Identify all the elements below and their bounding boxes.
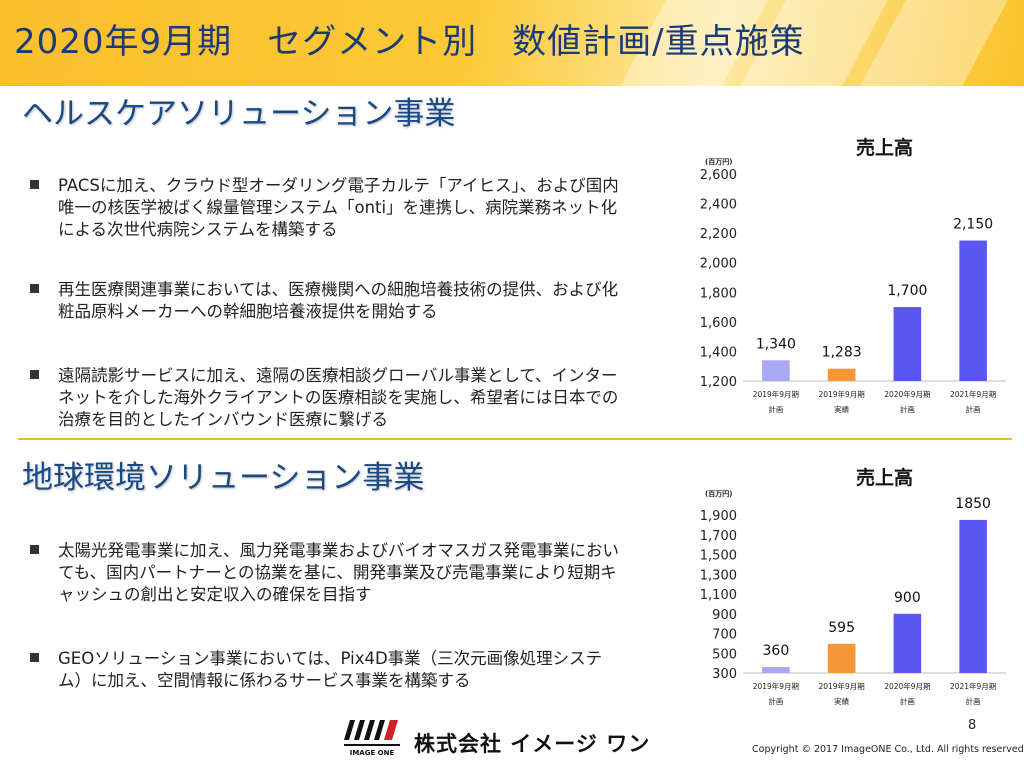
y-tick-label: 1,300	[700, 568, 737, 583]
environment-sales-chart: 売上高 (百万円) 300 500 700 900 1,100 1,300 1,500 1,700…	[660, 460, 1020, 720]
copyright-text: Copyright © 2017 ImageONE Co., Ltd. All …	[752, 744, 1024, 755]
y-tick-label: 900	[712, 608, 737, 623]
y-tick-label: 2,000	[700, 257, 737, 272]
x-tick-sublabel: 計画	[966, 404, 981, 414]
y-tick-label: 2,400	[700, 198, 737, 213]
x-tick-sublabel: 実績	[834, 696, 849, 706]
x-tick-sublabel: 計画	[768, 696, 783, 706]
healthcare-bullet-3: 遠隔読影サービスに加え、遠隔の医療相談グローバル事業として、インターネットを介し…	[30, 365, 620, 431]
x-tick-label: 2020年9月期	[884, 389, 930, 399]
x-tick-sublabel: 計画	[768, 404, 783, 414]
company-name: 株式会社 イメージ ワン	[414, 732, 651, 756]
x-tick-label: 2021年9月期	[950, 681, 996, 691]
page-number: 8	[968, 718, 977, 733]
bar	[893, 307, 922, 381]
title-banner: 2020年9月期 セグメント別 数値計画/重点施策	[0, 0, 1024, 86]
y-tick-label: 1,600	[700, 316, 737, 331]
bar-value-label: 1,340	[756, 336, 796, 352]
bar	[762, 360, 790, 381]
healthcare-section-title: ヘルスケアソリューション事業	[22, 96, 456, 132]
bar-value-label: 595	[828, 620, 855, 636]
bullet-square-icon	[30, 545, 39, 554]
y-tick-label: 1,400	[700, 345, 737, 360]
y-tick-label: 1,900	[700, 509, 737, 524]
environment-bullet-1: 太陽光発電事業に加え、風力発電事業およびバイオマスガス発電事業においても、国内パ…	[30, 540, 620, 606]
healthcare-bullet-1: PACSに加え、クラウド型オーダリング電子カルテ「アイヒス」、および国内唯一の核…	[30, 175, 620, 241]
bar	[959, 519, 987, 673]
healthcare-sales-chart: 売上高 (百万円) 1,200 1,400 1,600 1,800 2,000 2,200 2,…	[660, 128, 1020, 432]
environment-section-title: 地球環境ソリューション事業	[22, 460, 425, 496]
chart-unit-label: (百万円)	[705, 490, 732, 498]
bar-value-label: 900	[894, 590, 921, 606]
y-tick-label: 1,800	[700, 286, 737, 301]
x-tick-sublabel: 計画	[900, 696, 915, 706]
y-tick-label: 1,100	[700, 588, 737, 603]
x-tick-sublabel: 計画	[900, 404, 915, 414]
y-tick-label: 1,700	[700, 529, 737, 544]
bar	[827, 368, 856, 381]
bar-value-label: 1,283	[822, 345, 862, 361]
bar-value-label: 1,700	[887, 283, 927, 299]
healthcare-bullet-2: 再生医療関連事業においては、医療機関への細胞培養技術の提供、および化粧品原料メー…	[30, 279, 620, 323]
chart-unit-label: (百万円)	[705, 158, 732, 166]
svg-text:IMAGE ONE: IMAGE ONE	[350, 749, 395, 757]
bar	[762, 667, 790, 673]
bar-value-label: 1850	[955, 496, 991, 512]
x-tick-sublabel: 計画	[966, 696, 981, 706]
y-tick-label: 1,200	[700, 375, 737, 390]
bar	[893, 613, 922, 673]
chart-title: 売上高	[856, 136, 913, 159]
y-tick-label: 300	[712, 667, 737, 682]
bar	[827, 643, 856, 673]
bar-value-label: 2,150	[953, 217, 993, 233]
environment-sales-chart-svg: 売上高 (百万円) 300 500 700 900 1,100 1,300 1,500 1,700…	[700, 466, 1006, 706]
bullet-square-icon	[30, 370, 39, 379]
x-tick-label: 2021年9月期	[950, 389, 996, 399]
y-tick-label: 2,200	[700, 227, 737, 242]
y-tick-label: 500	[712, 647, 737, 662]
x-tick-label: 2019年9月期	[818, 389, 864, 399]
x-tick-label: 2019年9月期	[753, 389, 799, 399]
bullet-square-icon	[30, 653, 39, 662]
bar-value-label: 360	[763, 643, 790, 659]
page-title: 2020年9月期 セグメント別 数値計画/重点施策	[14, 22, 805, 62]
y-tick-label: 700	[712, 628, 737, 643]
bar	[959, 240, 987, 381]
environment-bullet-2: GEOソリューション事業においては、Pix4D事業（三次元画像処理システム）に加…	[30, 648, 620, 692]
y-tick-label: 2,600	[700, 168, 737, 183]
healthcare-sales-chart-svg: 売上高 (百万円) 1,200 1,400 1,600 1,800 2,000 2,200 2,…	[700, 136, 1006, 414]
bullet-square-icon	[30, 284, 39, 293]
section-divider	[18, 438, 1012, 440]
bullet-square-icon	[30, 180, 39, 189]
company-logo: IMAGE ONE	[342, 714, 406, 758]
x-tick-label: 2019年9月期	[753, 681, 799, 691]
chart-title: 売上高	[856, 466, 913, 489]
y-tick-label: 1,500	[700, 549, 737, 564]
x-tick-sublabel: 実績	[834, 404, 849, 414]
x-tick-label: 2020年9月期	[884, 681, 930, 691]
x-tick-label: 2019年9月期	[818, 681, 864, 691]
